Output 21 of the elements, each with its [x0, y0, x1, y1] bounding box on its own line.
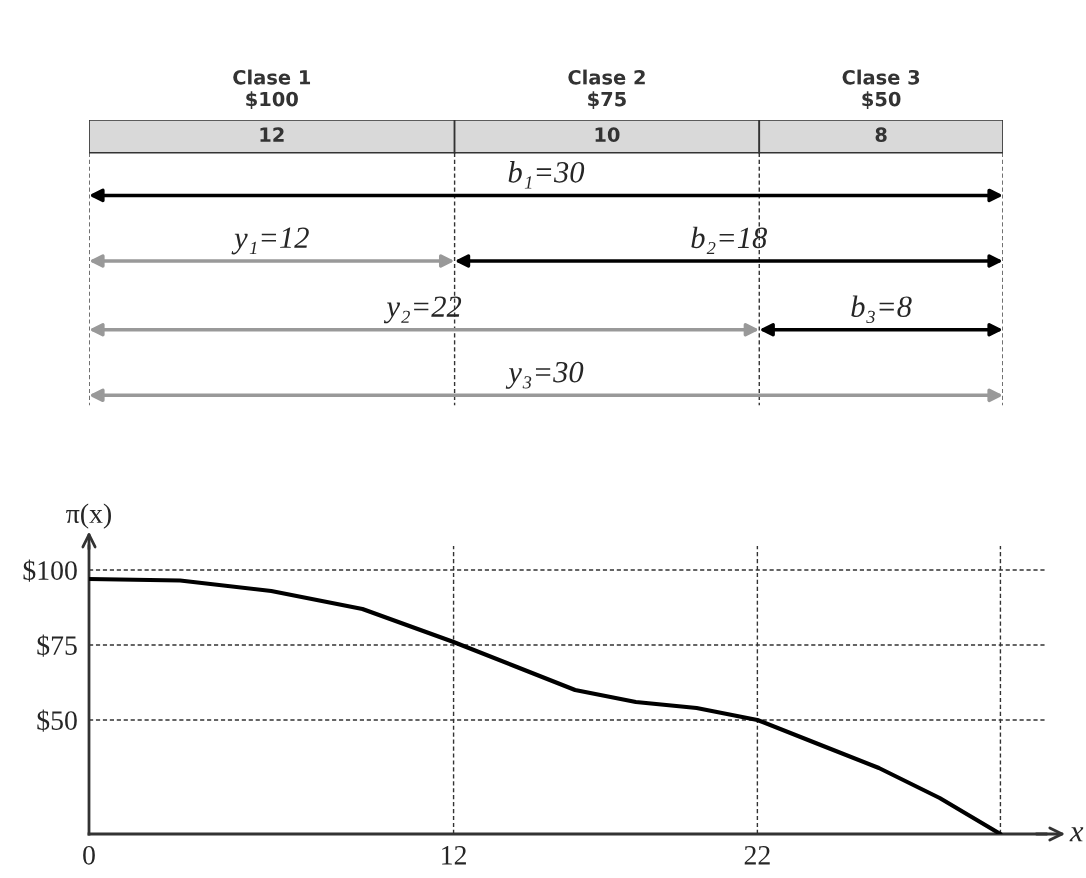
- series-label: Clase 1 $100: [233, 69, 311, 109]
- text: b₂=18: [691, 226, 767, 255]
- x-tick-label: 22: [744, 845, 770, 865]
- y-axis-title: π(x): [66, 503, 111, 529]
- text: y₁=12: [231, 227, 309, 255]
- y-tick-label: $75: [37, 634, 77, 657]
- x-tick-label: 0: [83, 845, 95, 865]
- data-label: 12: [260, 127, 284, 142]
- data-label: 8: [875, 127, 887, 143]
- line-series: [89, 576, 1003, 834]
- series-label: Clase 3 $50: [842, 69, 920, 109]
- text: b₁=30: [508, 161, 585, 189]
- data-label: 10: [595, 127, 620, 143]
- x-axis-title: x: [1069, 827, 1084, 842]
- text: b₃=8: [851, 295, 912, 324]
- y-tick-label: $100: [23, 559, 77, 582]
- x-tick-label: 12: [442, 845, 466, 865]
- series-label: Clase 2 $75: [568, 69, 645, 109]
- text: y₂=22: [383, 296, 462, 324]
- text: y₃=30: [505, 361, 584, 389]
- y-tick-label: $50: [37, 709, 77, 732]
